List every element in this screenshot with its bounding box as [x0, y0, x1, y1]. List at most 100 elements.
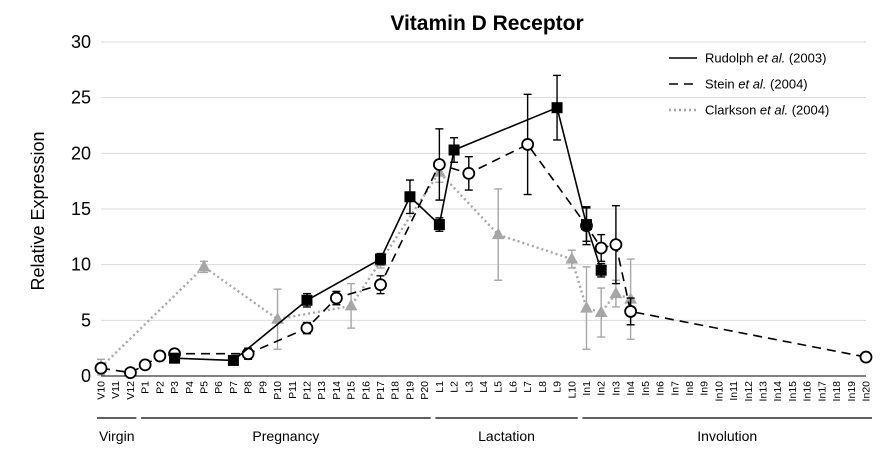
- legend-item-rudolph: Rudolph et al. (2003): [669, 51, 826, 66]
- x-tick-P13: P13: [316, 381, 328, 400]
- x-tick-P6: P6: [213, 381, 225, 394]
- y-tick-30: 30: [71, 32, 91, 52]
- x-tick-P1: P1: [140, 381, 152, 394]
- x-tick-L7: L7: [522, 381, 534, 393]
- point-stein-P8: [241, 347, 255, 361]
- x-tick-In20: In20: [861, 381, 873, 402]
- x-tick-P2: P2: [154, 381, 166, 394]
- point-stein-In3: [609, 238, 623, 252]
- x-tick-V11: V11: [110, 381, 122, 399]
- x-tick-In1: In1: [581, 381, 593, 396]
- x-tick-P20: P20: [419, 381, 431, 400]
- x-tick-In17: In17: [816, 381, 828, 402]
- x-tick-In11: In11: [728, 381, 740, 401]
- legend-label-part: et al.: [738, 77, 766, 92]
- legend: Rudolph et al. (2003) Stein et al. (2004)…: [669, 51, 829, 118]
- x-tick-labels: V10 V11 V12 P1 P2 P3 P4 P5 P6 P7 P8 P9 P10 P11 P12 P13 P…: [96, 381, 873, 402]
- x-tick-In4: In4: [625, 381, 637, 396]
- x-tick-In8: In8: [684, 381, 696, 396]
- x-tick-In12: In12: [743, 381, 755, 402]
- x-tick-P10: P10: [272, 381, 284, 400]
- y-tick-labels: 0 5 10 15 20 25 30: [71, 32, 91, 386]
- point-rudolph-P7: [227, 354, 239, 366]
- point-stein-In2: [594, 241, 608, 255]
- legend-label-part: (2004): [788, 103, 829, 118]
- y-axis-label: Relative Expression: [28, 131, 48, 290]
- x-tick-In15: In15: [787, 381, 799, 402]
- point-rudolph-P12: [301, 294, 313, 306]
- legend-item-clarkson: Clarkson et al. (2004): [669, 103, 829, 118]
- point-stein-V12: [124, 366, 137, 380]
- x-tick-L2: L2: [449, 381, 461, 393]
- x-tick-L8: L8: [537, 381, 549, 393]
- x-tick-P8: P8: [243, 381, 255, 394]
- point-clarkson-In3: [609, 286, 623, 299]
- x-tick-L10: L10: [566, 381, 578, 399]
- point-stein-L3: [462, 166, 476, 180]
- legend-label-part: Clarkson: [705, 103, 760, 118]
- stage-label-virgin: Virgin: [99, 428, 135, 444]
- x-tick-P15: P15: [346, 381, 358, 400]
- legend-label-part: (2004): [766, 77, 807, 92]
- legend-label-part: Stein: [705, 77, 738, 92]
- legend-label-part: (2003): [785, 51, 826, 66]
- point-stein-P14: [329, 291, 343, 305]
- x-tick-In14: In14: [772, 381, 784, 402]
- point-stein-In4: [624, 305, 638, 318]
- y-tick-25: 25: [71, 88, 91, 108]
- series-line-clarkson: [100, 170, 632, 368]
- x-tick-P16: P16: [360, 381, 372, 400]
- x-tick-In16: In16: [802, 381, 814, 402]
- point-stein-In20: [859, 350, 873, 364]
- point-stein-P12: [300, 321, 314, 335]
- point-rudolph-L9: [551, 102, 563, 114]
- x-tick-P7: P7: [228, 381, 240, 394]
- stage-label-lactation: Lactation: [478, 428, 535, 444]
- x-tick-P17: P17: [375, 381, 387, 400]
- series-clarkson: [94, 161, 637, 376]
- x-tick-L6: L6: [507, 381, 519, 393]
- y-tick-5: 5: [81, 310, 91, 330]
- gridlines: [101, 41, 866, 321]
- point-rudolph-P3: [169, 352, 181, 364]
- x-tick-P11: P11: [287, 381, 299, 399]
- point-stein-V10: [94, 361, 108, 375]
- x-tick-In5: In5: [640, 381, 652, 396]
- x-tick-V12: V12: [125, 381, 137, 400]
- point-rudolph-L1: [433, 219, 445, 231]
- x-tick-In19: In19: [846, 381, 858, 402]
- x-tick-P9: P9: [257, 381, 269, 394]
- x-tick-L9: L9: [552, 381, 564, 393]
- x-tick-P18: P18: [390, 381, 402, 400]
- point-clarkson-P5: [197, 259, 211, 272]
- legend-label-stein: Stein et al. (2004): [705, 77, 808, 92]
- point-stein-P2: [153, 349, 167, 363]
- x-tick-P5: P5: [198, 381, 210, 394]
- point-rudolph-P19: [404, 191, 416, 203]
- x-tick-L1: L1: [434, 381, 446, 393]
- x-tick-In6: In6: [655, 381, 667, 396]
- series-line-rudolph: [174, 106, 602, 362]
- point-clarkson-L5: [491, 227, 505, 240]
- x-tick-P12: P12: [301, 381, 313, 400]
- point-rudolph-In1: [580, 219, 592, 231]
- x-tick-In10: In10: [713, 381, 725, 402]
- x-tick-In7: In7: [669, 381, 681, 396]
- x-tick-In2: In2: [596, 381, 608, 396]
- y-tick-0: 0: [81, 366, 91, 386]
- legend-label-clarkson: Clarkson et al. (2004): [705, 103, 829, 118]
- x-tick-L5: L5: [493, 381, 505, 393]
- series-rudolph: [169, 74, 607, 366]
- x-tick-In13: In13: [758, 381, 770, 402]
- legend-label-rudolph: Rudolph et al. (2003): [705, 51, 826, 66]
- point-clarkson-P15: [344, 298, 358, 311]
- point-rudolph-L2: [448, 144, 460, 156]
- x-tick-L4: L4: [478, 381, 490, 393]
- x-tick-P3: P3: [169, 381, 181, 394]
- legend-label-part: et al.: [760, 103, 788, 118]
- series-layer: [94, 74, 873, 380]
- stage-labels: Virgin Pregnancy Lactation Involution: [97, 417, 872, 444]
- x-tick-In9: In9: [699, 381, 711, 396]
- y-tick-10: 10: [71, 255, 91, 275]
